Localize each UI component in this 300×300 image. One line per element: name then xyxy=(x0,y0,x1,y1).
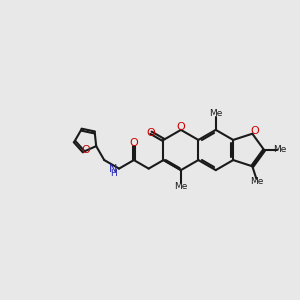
Text: O: O xyxy=(176,122,185,132)
Text: O: O xyxy=(147,128,155,138)
Text: Me: Me xyxy=(174,182,188,191)
Text: N: N xyxy=(109,164,117,174)
Text: O: O xyxy=(81,145,90,155)
Text: Me: Me xyxy=(274,146,287,154)
Text: Me: Me xyxy=(209,109,222,118)
Text: O: O xyxy=(250,126,259,136)
Text: O: O xyxy=(130,138,138,148)
Text: H: H xyxy=(110,169,117,178)
Text: Me: Me xyxy=(250,177,264,186)
